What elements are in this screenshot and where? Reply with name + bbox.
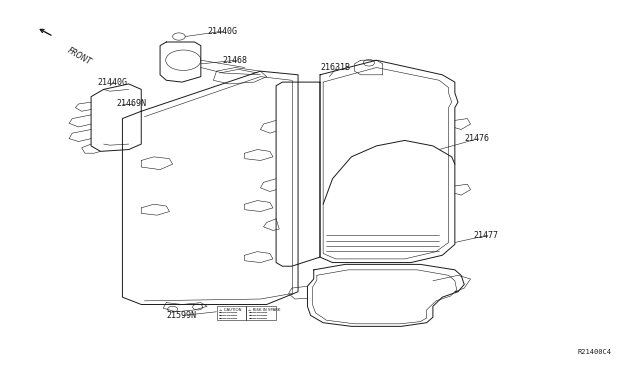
Text: ─────────: ───────── <box>218 311 237 315</box>
Text: ─────────: ───────── <box>218 314 237 318</box>
Text: 21477: 21477 <box>474 231 499 240</box>
Text: ─────────: ───────── <box>248 314 267 318</box>
Text: ─────────: ───────── <box>248 311 267 315</box>
Text: 21469N: 21469N <box>116 99 146 109</box>
Text: 21440G: 21440G <box>207 26 237 36</box>
Text: ─────────: ───────── <box>218 317 237 321</box>
Text: FRONT: FRONT <box>66 46 93 67</box>
Text: ⚠ RISK IN SPARK: ⚠ RISK IN SPARK <box>248 308 280 312</box>
Text: 21440G: 21440G <box>97 78 127 87</box>
Text: ⚠ CAUTION: ⚠ CAUTION <box>219 308 241 312</box>
Text: ─────────: ───────── <box>248 317 267 321</box>
Text: 21631B: 21631B <box>320 63 350 72</box>
Text: R21400C4: R21400C4 <box>578 349 612 355</box>
Text: 21468: 21468 <box>223 56 248 65</box>
Text: 21599N: 21599N <box>166 311 196 320</box>
Text: 21476: 21476 <box>464 134 489 143</box>
